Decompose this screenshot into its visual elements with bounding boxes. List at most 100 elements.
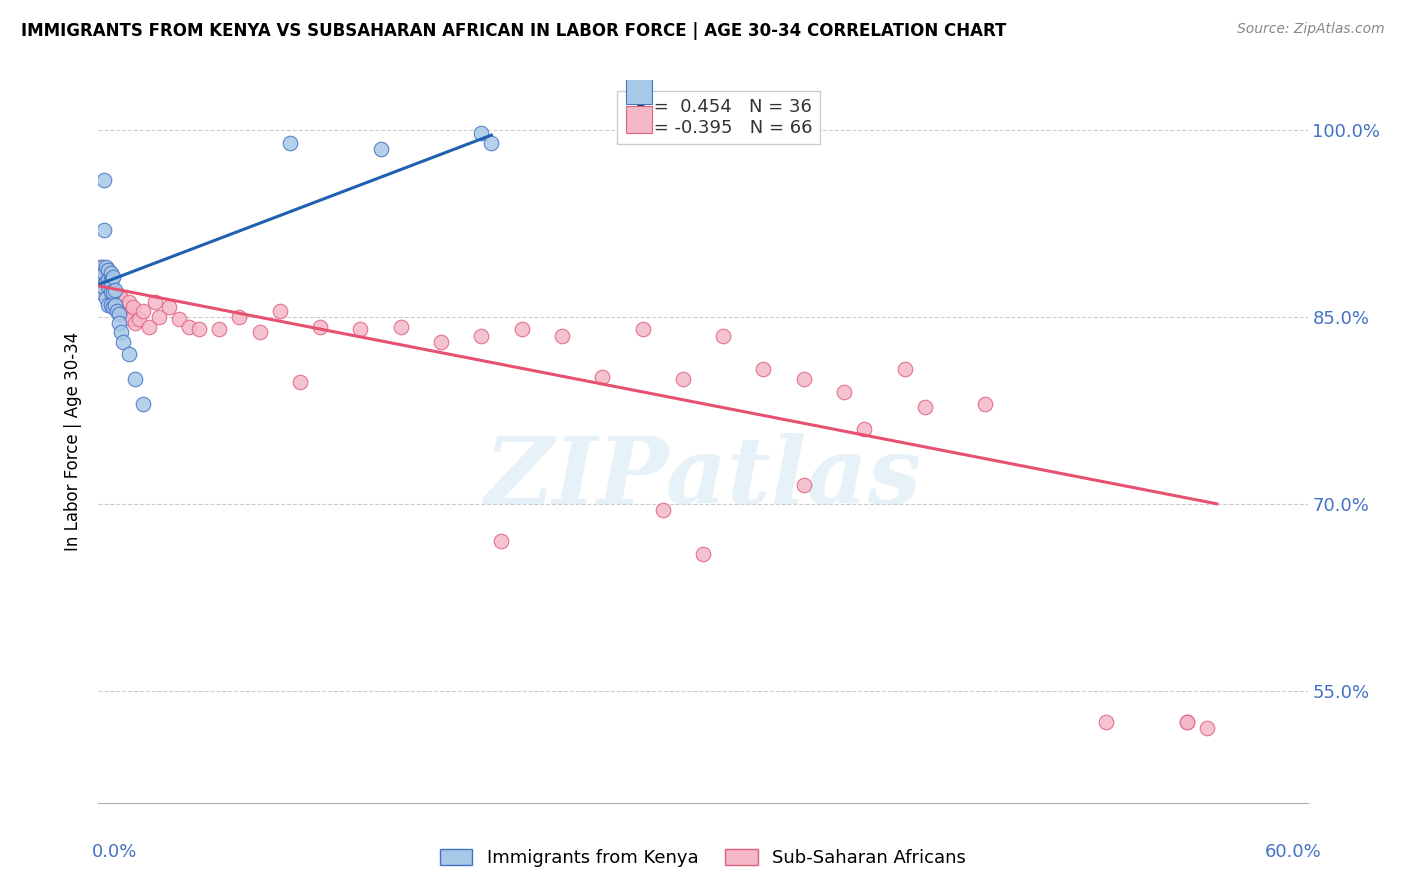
Immigrants from Kenya — [103, 283, 125, 297]
Sub-Saharan Africans — [1095, 714, 1118, 729]
Immigrants from Kenya — [101, 270, 124, 285]
Sub-Saharan Africans — [143, 295, 166, 310]
Sub-Saharan Africans — [974, 397, 997, 411]
Sub-Saharan Africans — [105, 295, 128, 310]
Sub-Saharan Africans — [672, 372, 695, 386]
Immigrants from Kenya — [96, 275, 118, 289]
Sub-Saharan Africans — [100, 278, 122, 293]
Sub-Saharan Africans — [114, 300, 136, 314]
Sub-Saharan Africans — [111, 303, 134, 318]
Sub-Saharan Africans — [793, 372, 815, 386]
Immigrants from Kenya — [89, 285, 111, 299]
Sub-Saharan Africans — [91, 262, 114, 277]
Sub-Saharan Africans — [97, 287, 120, 301]
Sub-Saharan Africans — [269, 303, 291, 318]
Sub-Saharan Africans — [89, 260, 111, 274]
Immigrants from Kenya — [105, 303, 128, 318]
Immigrants from Kenya — [103, 297, 125, 311]
Y-axis label: In Labor Force | Age 30-34: In Labor Force | Age 30-34 — [65, 332, 83, 551]
Sub-Saharan Africans — [309, 320, 332, 334]
Sub-Saharan Africans — [120, 312, 142, 326]
Sub-Saharan Africans — [179, 320, 201, 334]
Sub-Saharan Africans — [491, 534, 513, 549]
Sub-Saharan Africans — [115, 308, 138, 322]
Immigrants from Kenya — [470, 126, 492, 140]
Text: 0.0%: 0.0% — [91, 843, 136, 861]
Immigrants from Kenya — [124, 372, 146, 386]
Sub-Saharan Africans — [249, 325, 271, 339]
Text: IMMIGRANTS FROM KENYA VS SUBSAHARAN AFRICAN IN LABOR FORCE | AGE 30-34 CORRELATI: IMMIGRANTS FROM KENYA VS SUBSAHARAN AFRI… — [21, 22, 1007, 40]
Immigrants from Kenya — [100, 272, 122, 286]
Sub-Saharan Africans — [157, 300, 180, 314]
Sub-Saharan Africans — [1175, 714, 1198, 729]
Sub-Saharan Africans — [208, 322, 231, 336]
Sub-Saharan Africans — [430, 334, 453, 349]
Sub-Saharan Africans — [96, 272, 118, 286]
Immigrants from Kenya — [278, 136, 301, 150]
Sub-Saharan Africans — [651, 503, 673, 517]
Immigrants from Kenya — [93, 266, 115, 280]
Immigrants from Kenya — [118, 347, 141, 361]
Sub-Saharan Africans — [118, 295, 141, 310]
Sub-Saharan Africans — [91, 275, 114, 289]
Sub-Saharan Africans — [893, 362, 915, 376]
Sub-Saharan Africans — [591, 369, 613, 384]
Immigrants from Kenya — [91, 278, 114, 293]
Sub-Saharan Africans — [138, 320, 160, 334]
Sub-Saharan Africans — [631, 322, 654, 336]
Text: Source: ZipAtlas.com: Source: ZipAtlas.com — [1237, 22, 1385, 37]
Immigrants from Kenya — [100, 266, 122, 280]
Sub-Saharan Africans — [93, 278, 115, 293]
Sub-Saharan Africans — [752, 362, 775, 376]
Sub-Saharan Africans — [110, 291, 132, 305]
Sub-Saharan Africans — [1195, 721, 1218, 735]
Sub-Saharan Africans — [107, 300, 129, 314]
Sub-Saharan Africans — [148, 310, 170, 324]
Sub-Saharan Africans — [100, 291, 122, 305]
Immigrants from Kenya — [93, 173, 115, 187]
Sub-Saharan Africans — [288, 375, 311, 389]
Sub-Saharan Africans — [93, 266, 115, 280]
Sub-Saharan Africans — [101, 283, 124, 297]
Sub-Saharan Africans — [551, 328, 574, 343]
Sub-Saharan Africans — [914, 400, 936, 414]
FancyBboxPatch shape — [626, 77, 652, 104]
Sub-Saharan Africans — [124, 316, 146, 330]
Immigrants from Kenya — [107, 308, 129, 322]
Immigrants from Kenya — [97, 262, 120, 277]
Immigrants from Kenya — [107, 316, 129, 330]
Immigrants from Kenya — [89, 272, 111, 286]
Immigrants from Kenya — [97, 278, 120, 293]
Sub-Saharan Africans — [128, 312, 150, 326]
Immigrants from Kenya — [91, 260, 114, 274]
Sub-Saharan Africans — [103, 300, 125, 314]
Sub-Saharan Africans — [96, 285, 118, 299]
Sub-Saharan Africans — [228, 310, 250, 324]
Legend: Immigrants from Kenya, Sub-Saharan Africans: Immigrants from Kenya, Sub-Saharan Afric… — [433, 841, 973, 874]
FancyBboxPatch shape — [626, 105, 652, 133]
Immigrants from Kenya — [370, 142, 392, 156]
Immigrants from Kenya — [132, 397, 155, 411]
Sub-Saharan Africans — [692, 547, 714, 561]
Sub-Saharan Africans — [853, 422, 876, 436]
Text: 60.0%: 60.0% — [1265, 843, 1322, 861]
Immigrants from Kenya — [96, 291, 118, 305]
Sub-Saharan Africans — [132, 303, 155, 318]
Immigrants from Kenya — [96, 260, 118, 274]
Sub-Saharan Africans — [101, 295, 124, 310]
Immigrants from Kenya — [100, 275, 122, 289]
Sub-Saharan Africans — [1175, 714, 1198, 729]
Text: R =  0.454   N = 36
  R = -0.395   N = 66: R = 0.454 N = 36 R = -0.395 N = 66 — [624, 98, 813, 137]
Immigrants from Kenya — [100, 297, 122, 311]
Immigrants from Kenya — [101, 300, 124, 314]
Immigrants from Kenya — [97, 272, 120, 286]
Immigrants from Kenya — [100, 285, 122, 299]
Immigrants from Kenya — [97, 297, 120, 311]
Sub-Saharan Africans — [107, 287, 129, 301]
Sub-Saharan Africans — [510, 322, 533, 336]
Sub-Saharan Africans — [167, 312, 190, 326]
Sub-Saharan Africans — [349, 322, 371, 336]
Sub-Saharan Africans — [832, 384, 855, 399]
Immigrants from Kenya — [101, 285, 124, 299]
Sub-Saharan Africans — [121, 300, 143, 314]
